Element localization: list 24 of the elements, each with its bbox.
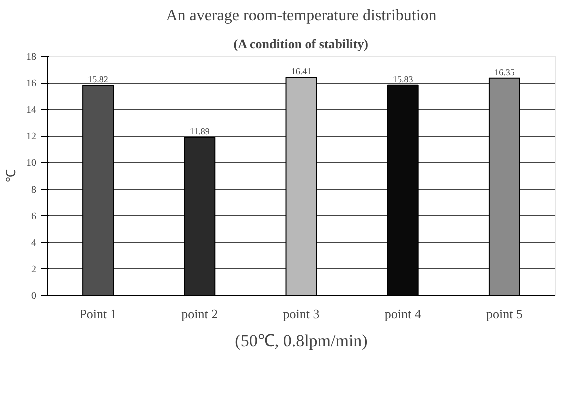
y-tick-label: 10	[26, 158, 36, 170]
data-label: 16.35	[494, 67, 516, 78]
y-tick-label: 12	[26, 132, 36, 143]
y-tick-label: 8	[32, 184, 36, 196]
chart-subtitle: (A condition of stability)	[234, 36, 369, 52]
data-label: 16.41	[291, 66, 312, 77]
y-tick-label: 2	[32, 264, 36, 276]
data-label: 11.89	[190, 126, 210, 137]
x-tick-label: point 2	[182, 306, 218, 322]
x-tick-label: point 4	[384, 306, 422, 322]
data-label: 15.82	[88, 74, 108, 84]
y-tick-label: 6	[32, 211, 36, 222]
y-tick-label: 16	[26, 78, 36, 90]
y-tick-label: 0	[32, 291, 36, 302]
y-tick-label: 14	[26, 105, 36, 116]
y-tick-label: 18	[26, 52, 36, 63]
data-label: 15.83	[392, 74, 414, 84]
x-tick-label: Point 1	[80, 306, 117, 322]
x-tick-label: point 3	[283, 306, 320, 322]
text: (50℃, 0.8lpm/min)	[235, 332, 368, 350]
y-tick-label: 4	[32, 238, 36, 249]
chart-title: An average room-temperature distribution	[166, 8, 437, 24]
y-axis-title: ℃	[4, 170, 18, 182]
x-tick-label: point 5	[486, 306, 523, 322]
